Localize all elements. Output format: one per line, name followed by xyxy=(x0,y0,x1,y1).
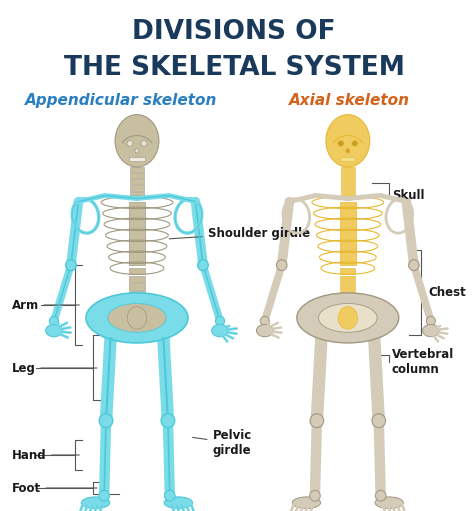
Text: Leg: Leg xyxy=(11,361,97,375)
Circle shape xyxy=(99,414,113,428)
Bar xyxy=(129,298,145,305)
Circle shape xyxy=(310,414,324,428)
Ellipse shape xyxy=(86,293,188,343)
Circle shape xyxy=(99,491,109,501)
Text: THE SKELETAL SYSTEM: THE SKELETAL SYSTEM xyxy=(64,55,404,81)
Text: Foot: Foot xyxy=(11,481,97,495)
Ellipse shape xyxy=(292,497,320,508)
Ellipse shape xyxy=(46,324,62,337)
Ellipse shape xyxy=(128,307,146,329)
Bar xyxy=(129,275,145,282)
Ellipse shape xyxy=(297,293,399,343)
Bar xyxy=(341,179,355,184)
Circle shape xyxy=(375,491,386,501)
Bar xyxy=(340,283,356,290)
Bar xyxy=(129,268,145,274)
Text: Pelvic
girdle: Pelvic girdle xyxy=(192,429,252,457)
Bar xyxy=(341,167,355,172)
Circle shape xyxy=(164,491,175,501)
Ellipse shape xyxy=(346,148,350,153)
Ellipse shape xyxy=(375,497,403,508)
Text: Appendicular skeleton: Appendicular skeleton xyxy=(25,92,218,107)
Bar xyxy=(339,202,356,265)
Text: Shoulder girdle: Shoulder girdle xyxy=(169,226,310,240)
Bar xyxy=(130,173,144,178)
Text: Chest: Chest xyxy=(428,286,466,298)
Circle shape xyxy=(65,260,76,270)
Bar xyxy=(129,283,145,290)
Ellipse shape xyxy=(326,114,370,167)
Ellipse shape xyxy=(108,304,166,332)
Text: Skull: Skull xyxy=(392,189,424,201)
Bar xyxy=(340,275,356,282)
Ellipse shape xyxy=(127,141,133,146)
Ellipse shape xyxy=(338,307,357,329)
Circle shape xyxy=(310,491,320,501)
Text: DIVISIONS OF: DIVISIONS OF xyxy=(132,19,336,45)
Bar xyxy=(129,157,145,161)
Bar xyxy=(340,298,356,305)
Circle shape xyxy=(426,316,436,326)
Bar xyxy=(341,192,355,197)
Text: Axial skeleton: Axial skeleton xyxy=(289,92,410,107)
Bar xyxy=(128,202,145,265)
Ellipse shape xyxy=(135,148,139,153)
Circle shape xyxy=(276,260,287,270)
Text: Arm: Arm xyxy=(11,298,79,312)
Text: Hand: Hand xyxy=(11,449,79,461)
Circle shape xyxy=(260,316,269,326)
Bar xyxy=(341,173,355,178)
Ellipse shape xyxy=(256,324,273,337)
Bar xyxy=(340,291,356,297)
Bar xyxy=(341,185,355,191)
Circle shape xyxy=(161,414,175,428)
Ellipse shape xyxy=(164,497,192,508)
Ellipse shape xyxy=(352,141,358,146)
Circle shape xyxy=(49,316,58,326)
Bar xyxy=(129,291,145,297)
Ellipse shape xyxy=(338,141,344,146)
Text: Vertebral
column: Vertebral column xyxy=(392,348,454,376)
Ellipse shape xyxy=(82,497,110,508)
Ellipse shape xyxy=(141,141,147,146)
Bar xyxy=(340,268,356,274)
Circle shape xyxy=(198,260,209,270)
Bar xyxy=(130,185,144,191)
Circle shape xyxy=(372,414,385,428)
Ellipse shape xyxy=(319,304,377,332)
Ellipse shape xyxy=(212,324,228,337)
Ellipse shape xyxy=(422,324,439,337)
Bar xyxy=(340,157,356,161)
Bar xyxy=(130,167,144,172)
Ellipse shape xyxy=(115,114,159,167)
Circle shape xyxy=(216,316,225,326)
Bar xyxy=(130,192,144,197)
Circle shape xyxy=(409,260,419,270)
Bar xyxy=(130,179,144,184)
